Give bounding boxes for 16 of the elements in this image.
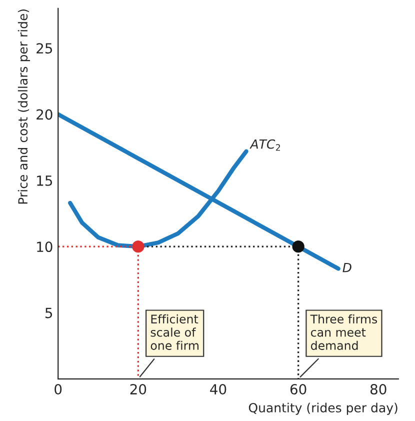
y-tick-label: 20 <box>36 109 52 120</box>
series-label: ATC$_{2}$ <box>250 139 280 151</box>
annotation: Efficient scale of one firm <box>150 314 198 350</box>
x-tick-label: 0 <box>54 384 62 395</box>
y-tick-label: 5 <box>45 308 52 318</box>
y-tick-label: 15 <box>37 176 52 186</box>
y-tick-label: 25 <box>36 43 52 54</box>
x-axis-title: Quantity (rides per day) <box>248 402 398 415</box>
x-tick-label: 80 <box>370 384 386 395</box>
series-label: D <box>342 263 352 272</box>
x-tick-label: 60 <box>290 384 306 395</box>
x-tick-label: 20 <box>130 384 146 395</box>
x-tick-label: 40 <box>210 384 226 395</box>
annotation: Three firms can meet demand <box>310 314 378 350</box>
y-axis-title: Price and cost (dollars per ride) <box>18 9 30 204</box>
y-tick-label: 10 <box>37 242 52 252</box>
